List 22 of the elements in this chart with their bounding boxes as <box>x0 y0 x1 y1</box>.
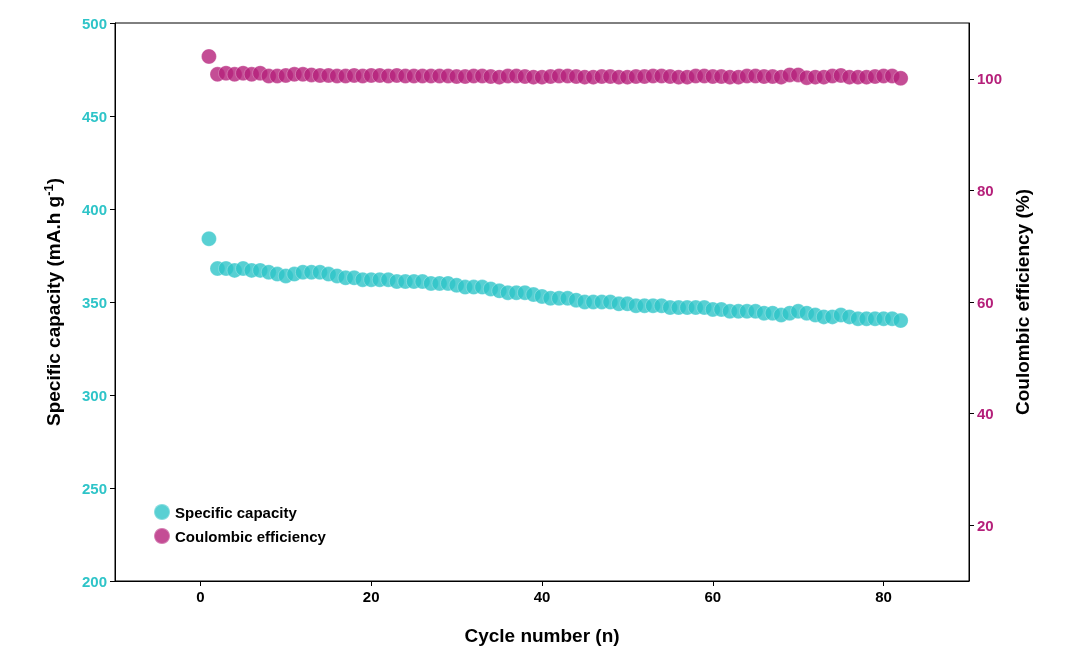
y-tick-label: 450 <box>81 107 107 125</box>
y-tick-label: 300 <box>81 386 107 404</box>
y-axis-title: Specific capacity (mA.h g-1) <box>41 177 64 427</box>
x-tick-label: 0 <box>196 588 205 605</box>
x-tick-label: 40 <box>533 588 551 605</box>
y-tick-label: 400 <box>81 200 107 218</box>
x-axis-title: Cycle number (n) <box>464 625 620 646</box>
y-tick-label: 500 <box>81 14 107 32</box>
y2-tick-label: 60 <box>977 293 994 311</box>
legend-label: Coulombic efficiency <box>175 527 327 545</box>
y2-axis-title: Coulombic efficiency (%) <box>1011 189 1033 415</box>
legend-label: Specific capacity <box>175 503 298 521</box>
y2-tick-label: 100 <box>977 70 1003 88</box>
y-tick-label: 250 <box>81 479 107 497</box>
x-tick-label: 80 <box>875 588 892 605</box>
y2-tick-label: 80 <box>977 181 994 199</box>
y-tick-label: 200 <box>81 572 107 590</box>
x-tick-label: 60 <box>704 588 722 605</box>
x-tick-label: 20 <box>362 588 380 605</box>
y2-tick-label: 40 <box>977 405 994 423</box>
y2-tick-label: 20 <box>977 516 994 534</box>
y-tick-label: 350 <box>81 293 107 311</box>
